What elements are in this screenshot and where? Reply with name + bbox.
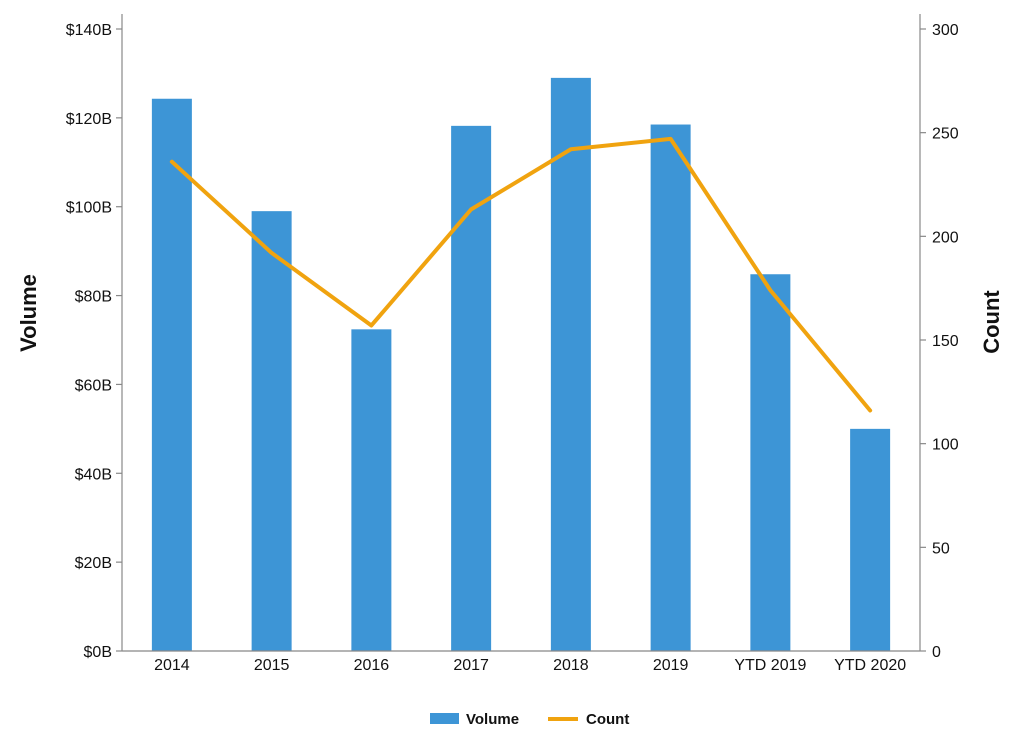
left-tick-label-2: $40B — [75, 466, 112, 483]
x-tick-label-7: YTD 2020 — [834, 657, 906, 674]
volume-bars — [151, 77, 891, 652]
left-tick-label-0: $0B — [84, 644, 112, 661]
right-tick-label-4: 200 — [932, 229, 959, 246]
right-tick-label-3: 150 — [932, 333, 959, 350]
bar-1 — [251, 211, 292, 651]
right-tick-label-0: 0 — [932, 644, 941, 661]
left-tick-label-6: $120B — [66, 111, 112, 128]
legend-volume-label: Volume — [466, 711, 519, 728]
x-ticks: 2014 2015 2016 2017 2018 2019 YTD 2019 YTD 2020 — [154, 657, 906, 674]
count-line — [169, 136, 873, 413]
x-tick-label-4: 2018 — [553, 657, 589, 674]
bar-0 — [151, 98, 192, 651]
count-line-layer — [169, 136, 873, 413]
left-tick-label-4: $80B — [75, 289, 112, 306]
left-tick-label-7: $140B — [66, 22, 112, 39]
x-tick-label-1: 2015 — [254, 657, 290, 674]
x-tick-label-2: 2016 — [354, 657, 390, 674]
x-tick-label-3: 2017 — [453, 657, 489, 674]
legend: Volume Count — [430, 711, 629, 728]
right-tick-label-2: 100 — [932, 437, 959, 454]
bar-4 — [550, 77, 591, 651]
x-tick-label-5: 2019 — [653, 657, 689, 674]
legend-count-label: Count — [586, 711, 629, 728]
right-y-ticks: 0 50 100 150 200 250 300 — [920, 22, 959, 661]
bar-6 — [750, 274, 791, 651]
x-tick-label-6: YTD 2019 — [734, 657, 806, 674]
bar-5 — [650, 124, 691, 652]
left-tick-label-1: $20B — [75, 555, 112, 572]
bar-2 — [351, 329, 392, 651]
left-y-ticks: $0B $20B $40B $60B $80B $100B $120B $140B — [66, 22, 122, 661]
bar-3 — [451, 125, 492, 651]
right-tick-label-5: 250 — [932, 126, 959, 143]
left-tick-label-3: $60B — [75, 377, 112, 394]
y2-axis-title: Count — [979, 290, 1004, 354]
right-tick-label-6: 300 — [932, 22, 959, 39]
legend-volume-swatch — [430, 713, 459, 724]
right-tick-label-1: 50 — [932, 540, 950, 557]
x-tick-label-0: 2014 — [154, 657, 190, 674]
y-axis-title: Volume — [16, 274, 41, 352]
left-tick-label-5: $100B — [66, 200, 112, 217]
bar-7 — [850, 428, 891, 651]
